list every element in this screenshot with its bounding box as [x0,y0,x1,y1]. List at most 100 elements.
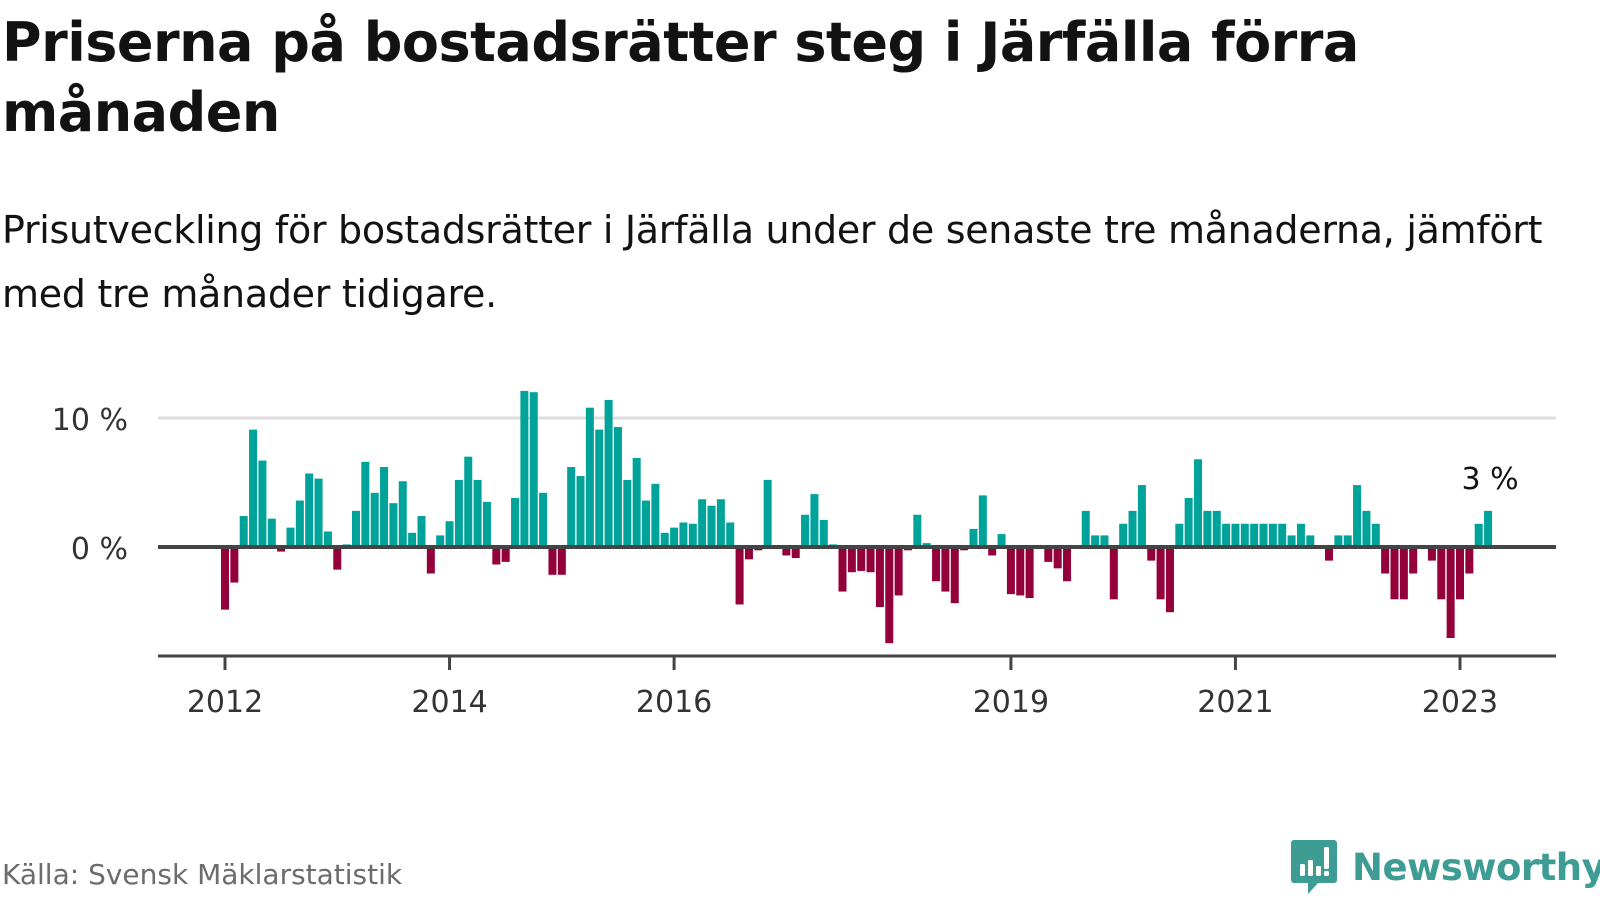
bar-positive [969,528,978,547]
bar-positive [913,514,922,547]
bar-positive [473,479,482,547]
bar-positive [1212,510,1221,547]
bar-positive [810,494,819,547]
bar-negative [950,549,959,604]
bar-positive [511,497,520,547]
bar-positive [997,534,1006,547]
bar-positive [1296,523,1305,547]
bar-negative [333,549,342,570]
bar-positive [707,505,716,547]
bar-positive [1362,510,1371,547]
bar-negative [1465,549,1474,574]
bar-negative [857,549,866,571]
bar-negative [866,549,875,573]
bar-positive [239,516,248,547]
bar-negative [1455,549,1464,600]
bar-negative [1399,549,1408,600]
bar-positive [380,467,389,547]
bar-negative [988,549,997,556]
source-note: Källa: Svensk Mäklarstatistik [2,858,403,891]
bar-positive [1184,497,1193,547]
x-axis-ticks: 2012 2014 2016 2019 2021 2023 [187,656,1498,720]
x-tick-label: 2019 [973,685,1049,720]
bar-negative [875,549,884,608]
bar-positive [613,427,622,547]
bar-negative [1016,549,1025,596]
bar-positive [1100,535,1109,547]
bar-negative [1381,549,1390,574]
bar-positive [978,495,987,547]
bar-positive [1250,523,1259,547]
x-tick-label: 2016 [636,685,712,720]
last-value-annotation: 3 % [1461,462,1518,497]
bar-negative [885,549,894,644]
bar-positive [819,519,828,547]
bar-positive [1268,523,1277,547]
bar-negative [744,549,753,560]
bar-negative [894,549,903,596]
bar-positive [1353,485,1362,547]
bar-positive [1137,485,1146,547]
bar-negative [1165,549,1174,613]
bar-negative [548,549,557,575]
x-tick-label: 2023 [1422,685,1498,720]
x-tick-label: 2012 [187,685,263,720]
bar-positive [670,527,679,547]
bar-negative [791,549,800,559]
bar-positive [305,473,314,547]
bar-positive [482,501,491,547]
chart-title: Priserna på bostadsrätter steg i Järfäll… [2,11,1359,144]
bar-positive [1371,523,1380,547]
bar-positive [1343,535,1352,547]
bar-positive [763,479,772,547]
bar-positive [464,456,473,547]
bar-negative [1053,549,1062,569]
bar-positive [436,535,445,547]
bar-positive [660,532,669,547]
bar-positive [726,522,735,547]
bar-positive [539,492,548,547]
bar-positive [1175,523,1184,547]
x-tick-label: 2014 [411,685,487,720]
bar-positive [1474,523,1483,547]
bar-negative [1446,549,1455,639]
bar-positive [1334,535,1343,547]
bar-positive [1240,523,1249,547]
bar-positive [576,476,585,547]
bar-negative [1156,549,1165,600]
bar-positive [801,514,810,547]
bar-positive [585,407,594,547]
bars [221,390,1493,644]
bar-negative [230,549,239,583]
newsworthy-logo[interactable]: Newsworthy [1290,838,1600,896]
bar-negative [838,549,847,592]
bar-positive [1259,523,1268,547]
bar-positive [698,499,707,547]
bar-negative [932,549,941,582]
bar-positive [1484,510,1493,547]
bar-positive [688,523,697,547]
bar-negative [1109,549,1118,600]
chart-subtitle: Prisutveckling för bostadsrätter i Järfä… [2,208,1543,316]
bar-positive [1203,510,1212,547]
bar-negative [960,549,969,551]
bar-negative [1390,549,1399,600]
bar-negative [557,549,566,575]
bar-positive [249,429,258,547]
bar-positive [454,479,463,547]
bar-negative [941,549,950,592]
bar-negative [754,549,763,551]
y-tick-label: 10 % [52,403,128,438]
bar-positive [595,429,604,547]
bar-positive [1091,535,1100,547]
bar-positive [716,499,725,547]
bar-negative [1006,549,1015,595]
bar-negative [1025,549,1034,599]
bar-positive [567,467,576,547]
bar-positive [1222,523,1231,547]
y-tick-label: 0 % [71,532,128,567]
bar-positive [370,492,379,547]
bar-positive [258,460,267,547]
bar-positive [1128,510,1137,547]
bar-positive [267,518,276,547]
